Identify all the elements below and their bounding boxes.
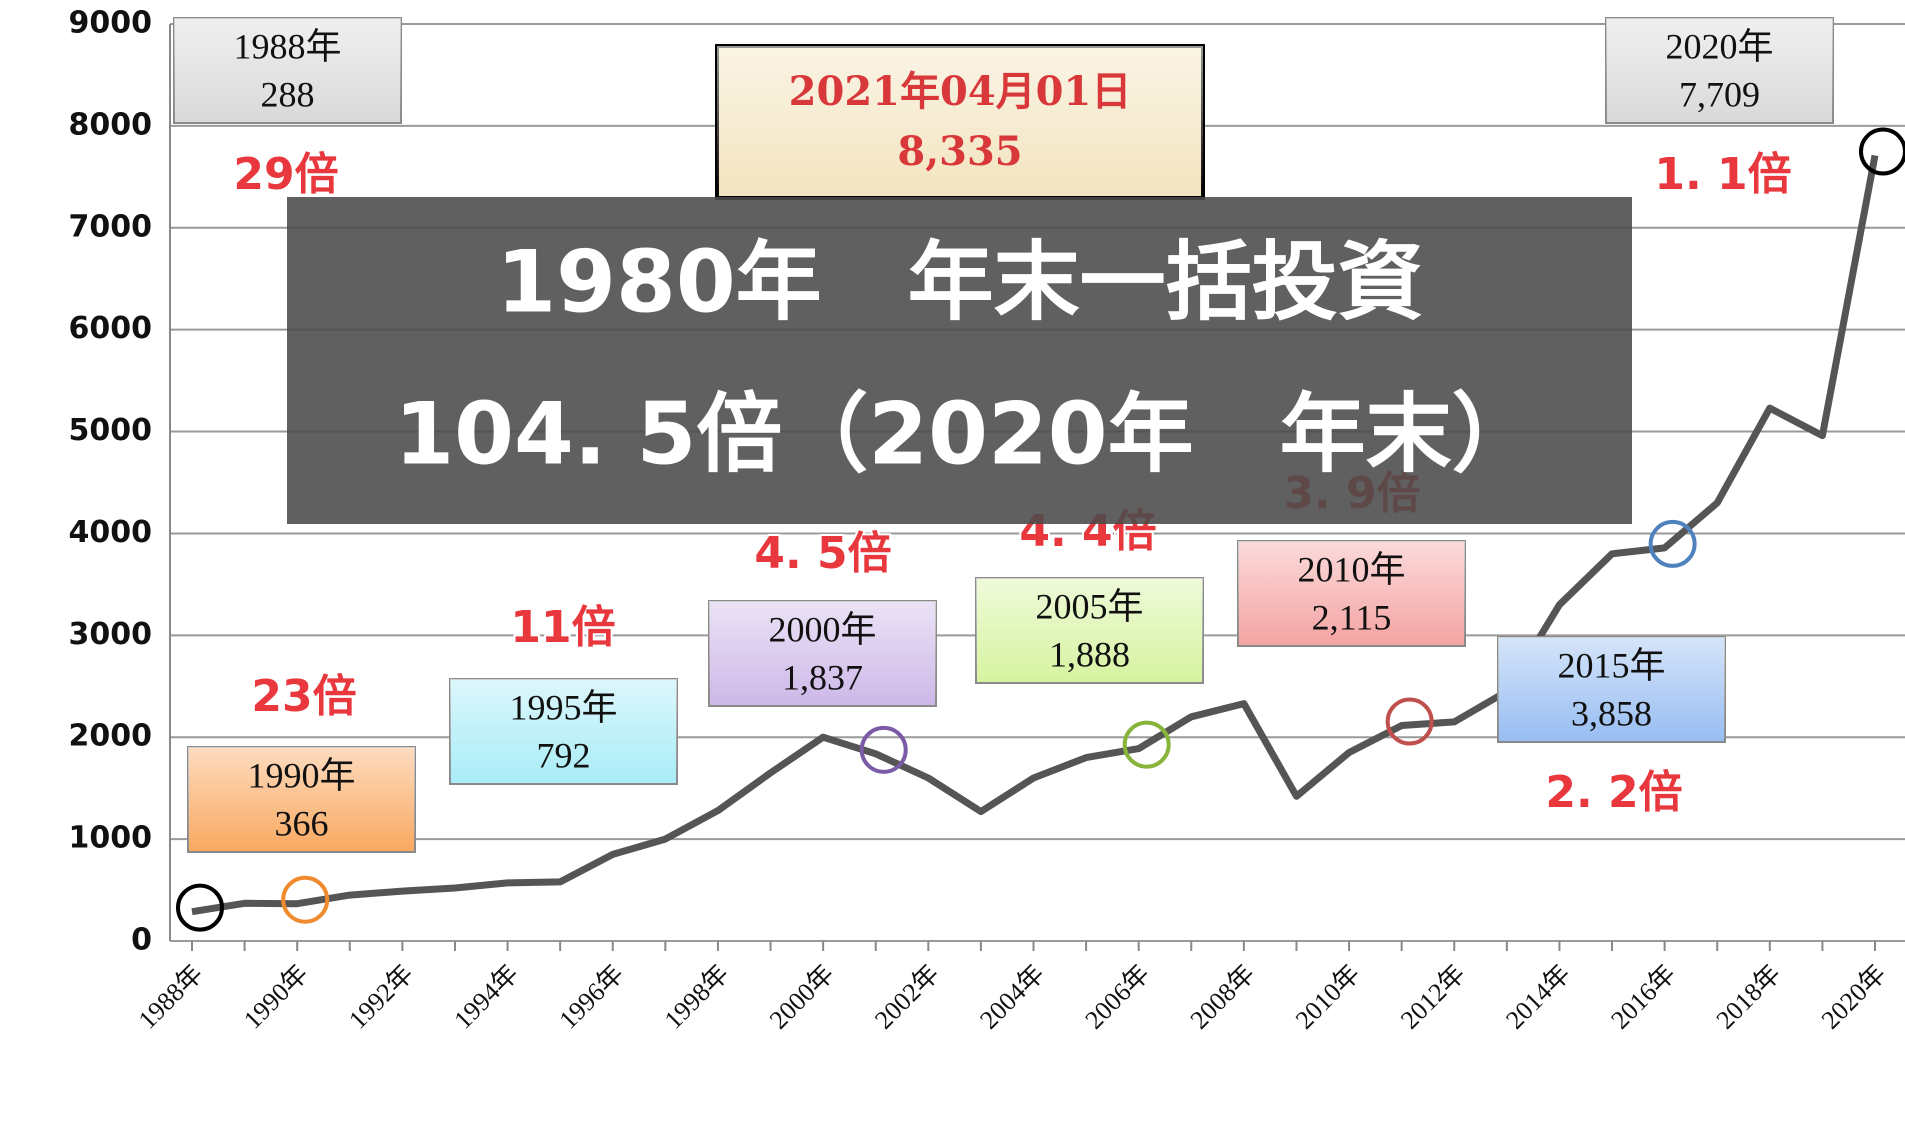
x-tick-label: 1988年: [133, 959, 209, 1035]
data-line: [191, 154, 1879, 916]
callout-shine: [174, 18, 401, 123]
callout-shine: [1606, 18, 1833, 123]
callout: 1995年 792: [449, 678, 678, 785]
highlight-ring: [281, 875, 330, 924]
callout-year: 1990年: [247, 755, 355, 795]
callout-shine: [1238, 541, 1465, 646]
callout-value: 288: [261, 74, 315, 114]
overlay-line: 104. 5倍（2020年 年末）: [394, 384, 1537, 484]
multiplier-label: 1. 1倍: [1654, 149, 1791, 200]
callout-value: 792: [537, 735, 591, 775]
y-tick-label: 6000: [69, 311, 153, 346]
callout: 1990年 366: [187, 746, 416, 853]
x-tick-label: 1998年: [659, 959, 735, 1035]
y-tick-label: 4000: [69, 515, 153, 550]
callout-value: 1,888: [1049, 634, 1130, 674]
x-tick-label: 2006年: [1079, 959, 1155, 1035]
highlight-ring: [1648, 519, 1697, 568]
x-tick-label: 2018年: [1711, 959, 1787, 1035]
callout: 2015年 3,858: [1497, 636, 1726, 743]
callout-year: 2010年: [1297, 549, 1405, 589]
highlight-ring: [859, 725, 908, 774]
callout: 2005年 1,888: [975, 577, 1204, 684]
callout-year: 2020年: [1665, 26, 1773, 66]
overlay-line: 1980年 年末一括投資: [496, 232, 1423, 332]
x-tick-label: 2012年: [1395, 959, 1471, 1035]
highlight-ring: [1859, 127, 1905, 176]
x-tick-label: 2000年: [764, 959, 840, 1035]
x-tick-label: 1994年: [448, 959, 524, 1035]
callout: 2020年 7,709: [1605, 17, 1834, 124]
x-tick-label: 2016年: [1605, 959, 1681, 1035]
multiplier-label: 11倍: [510, 602, 615, 653]
highlight-ring: [1122, 720, 1171, 769]
y-tick-label: 0: [131, 923, 152, 958]
callout-year: 1995年: [509, 687, 617, 727]
x-tick-label: 2004年: [974, 959, 1050, 1035]
x-tick-label: 2014年: [1500, 959, 1576, 1035]
y-tick-label: 8000: [69, 107, 153, 142]
highlight-ring: [1385, 697, 1434, 746]
current-date: 2021年04月01日: [789, 68, 1132, 115]
callout-shine: [1498, 637, 1725, 742]
callout-year: 1988年: [233, 26, 341, 66]
x-tick-label: 2008年: [1185, 959, 1261, 1035]
callout-value: 1,837: [782, 657, 863, 697]
x-tick-label: 1990年: [238, 959, 314, 1035]
callout-value: 366: [275, 803, 329, 843]
callout: 2010年 2,115: [1237, 540, 1466, 647]
y-tick-label: 7000: [69, 209, 153, 244]
y-tick-label: 1000: [69, 821, 153, 856]
x-tick-label: 2020年: [1816, 959, 1892, 1035]
current-value: 8,335: [897, 128, 1022, 175]
x-tick-label: 1992年: [343, 959, 419, 1035]
current-box: 2021年04月01日 8,335: [715, 44, 1205, 200]
y-tick-label: 5000: [69, 413, 153, 448]
callout-shine: [709, 601, 936, 706]
callout-shine: [188, 747, 415, 852]
x-tick-label: 2002年: [869, 959, 945, 1035]
x-tick-label: 2010年: [1290, 959, 1366, 1035]
y-tick-label: 3000: [69, 617, 153, 652]
callout-year: 2005年: [1035, 586, 1143, 626]
multiplier-label: 29倍: [233, 149, 338, 200]
overlay-panel: [287, 197, 1632, 524]
y-tick-label: 9000: [69, 6, 153, 41]
callout-value: 3,858: [1571, 693, 1652, 733]
highlight-ring: [176, 883, 224, 932]
callout: 2000年 1,837: [708, 600, 937, 707]
callout-shine: [450, 679, 677, 784]
multiplier-label: 23倍: [251, 671, 356, 722]
multiplier-label: 2. 2倍: [1545, 767, 1682, 818]
multiplier-label: 4. 5倍: [754, 528, 891, 579]
callout-year: 2015年: [1557, 645, 1665, 685]
callout-shine: [976, 578, 1203, 683]
callout: 1988年 288: [173, 17, 402, 124]
callout-year: 2000年: [768, 609, 876, 649]
current-shine: [717, 46, 1203, 198]
callout-value: 2,115: [1312, 597, 1392, 637]
callout-value: 7,709: [1679, 74, 1760, 114]
y-tick-label: 2000: [69, 719, 153, 754]
x-tick-label: 1996年: [554, 959, 630, 1035]
